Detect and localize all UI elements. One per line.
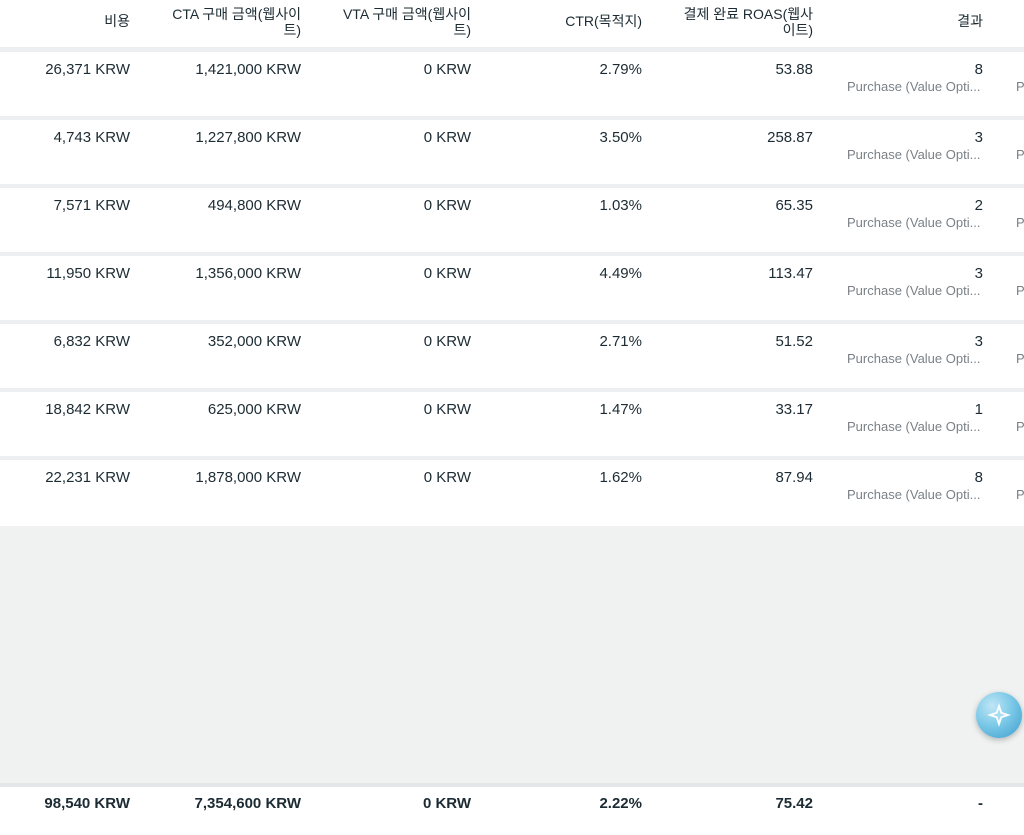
cell-roas: 113.47 — [768, 265, 813, 282]
assistant-button[interactable] — [976, 692, 1022, 738]
total-ctr: 2.22% — [599, 795, 642, 812]
cell-results-type: Purchase (Value Opti... — [847, 147, 981, 162]
column-header-vta-purchase[interactable]: VTA 구매 금액(웹사이 트) — [343, 6, 471, 38]
cell-results: 3 — [974, 333, 983, 350]
table-row[interactable]: 7,571 KRW 494,800 KRW 0 KRW 1.03% 65.35 … — [0, 188, 1024, 252]
cell-ctr: 2.79% — [599, 61, 642, 78]
total-cost: 98,540 KRW — [44, 795, 130, 812]
column-header-roas-line1: 결제 완료 ROAS(웹사 — [683, 6, 813, 22]
cell-ctr: 1.03% — [599, 197, 642, 214]
cell-cta-purchase: 1,227,800 KRW — [195, 129, 301, 146]
column-header-vta-line2: 트) — [453, 22, 471, 38]
cell-clipped: P — [1016, 147, 1024, 162]
total-results: - — [978, 795, 983, 812]
cell-ctr: 2.71% — [599, 333, 642, 350]
cell-results-type: Purchase (Value Opti... — [847, 351, 981, 366]
row-divider — [0, 184, 1024, 188]
column-header-results[interactable]: 결과 — [957, 13, 983, 29]
table-row[interactable]: 11,950 KRW 1,356,000 KRW 0 KRW 4.49% 113… — [0, 256, 1024, 320]
column-header-vta-line1: VTA 구매 금액(웹사이 — [342, 6, 471, 22]
cell-vta-purchase: 0 KRW — [423, 333, 471, 350]
cell-results: 8 — [974, 61, 983, 78]
cell-results-type: Purchase (Value Opti... — [847, 419, 981, 434]
cell-roas: 87.94 — [775, 469, 813, 486]
row-divider — [0, 320, 1024, 324]
cell-cta-purchase: 494,800 KRW — [207, 197, 301, 214]
column-header-roas[interactable]: 결제 완료 ROAS(웹사 이트) — [684, 6, 813, 38]
cell-vta-purchase: 0 KRW — [423, 265, 471, 282]
cell-clipped: P — [1016, 419, 1024, 434]
table-row[interactable]: 6,832 KRW 352,000 KRW 0 KRW 2.71% 51.52 … — [0, 324, 1024, 388]
cell-roas: 33.17 — [775, 401, 813, 418]
row-divider — [0, 456, 1024, 460]
column-header-roas-line2: 이트) — [782, 22, 813, 38]
footer-divider — [0, 783, 1024, 787]
cell-clipped: P — [1016, 215, 1024, 230]
cell-cost: 26,371 KRW — [45, 61, 130, 78]
cell-vta-purchase: 0 KRW — [423, 129, 471, 146]
cell-cta-purchase: 1,878,000 KRW — [195, 469, 301, 486]
cell-results: 2 — [974, 197, 983, 214]
empty-table-area — [0, 526, 1024, 783]
cell-cost: 18,842 KRW — [45, 401, 130, 418]
cell-ctr: 1.47% — [599, 401, 642, 418]
row-divider — [0, 388, 1024, 392]
cell-roas: 53.88 — [775, 61, 813, 78]
cell-cta-purchase: 1,421,000 KRW — [195, 61, 301, 78]
cell-vta-purchase: 0 KRW — [423, 401, 471, 418]
cell-vta-purchase: 0 KRW — [423, 197, 471, 214]
cell-ctr: 1.62% — [599, 469, 642, 486]
cell-clipped: P — [1016, 283, 1024, 298]
row-divider — [0, 252, 1024, 256]
table-row[interactable]: 4,743 KRW 1,227,800 KRW 0 KRW 3.50% 258.… — [0, 120, 1024, 184]
table-header: 비용 CTA 구매 금액(웹사이 트) VTA 구매 금액(웹사이 트) CTR… — [0, 0, 1024, 47]
cell-results-type: Purchase (Value Opti... — [847, 215, 981, 230]
total-vta-purchase: 0 KRW — [422, 795, 471, 812]
row-divider — [0, 116, 1024, 120]
cell-results-type: Purchase (Value Opti... — [847, 79, 981, 94]
total-roas: 75.42 — [775, 795, 813, 812]
cell-results-type: Purchase (Value Opti... — [847, 283, 981, 298]
totals-row: 98,540 KRW 7,354,600 KRW 0 KRW 2.22% 75.… — [0, 787, 1024, 835]
cell-cost: 7,571 KRW — [53, 197, 130, 214]
cell-clipped: P — [1016, 351, 1024, 366]
cell-cost: 6,832 KRW — [53, 333, 130, 350]
cell-roas: 51.52 — [775, 333, 813, 350]
cell-results: 3 — [974, 265, 983, 282]
column-header-cta-line1: CTA 구매 금액(웹사이 — [172, 6, 301, 22]
column-header-cost[interactable]: 비용 — [104, 13, 130, 29]
cell-vta-purchase: 0 KRW — [423, 469, 471, 486]
header-divider — [0, 47, 1024, 52]
column-header-cta-line2: 트) — [283, 22, 301, 38]
cell-cta-purchase: 352,000 KRW — [207, 333, 301, 350]
cell-vta-purchase: 0 KRW — [423, 61, 471, 78]
cell-clipped: P — [1016, 79, 1024, 94]
cell-roas: 258.87 — [767, 129, 813, 146]
sparkle-icon — [987, 703, 1011, 727]
cell-results-type: Purchase (Value Opti... — [847, 487, 981, 502]
cell-cost: 22,231 KRW — [45, 469, 130, 486]
total-cta-purchase: 7,354,600 KRW — [194, 795, 301, 812]
cell-results: 1 — [974, 401, 983, 418]
table-row[interactable]: 26,371 KRW 1,421,000 KRW 0 KRW 2.79% 53.… — [0, 52, 1024, 116]
cell-roas: 65.35 — [775, 197, 813, 214]
cell-ctr: 4.49% — [599, 265, 642, 282]
table-row[interactable]: 18,842 KRW 625,000 KRW 0 KRW 1.47% 33.17… — [0, 392, 1024, 456]
cell-results: 8 — [974, 469, 983, 486]
cell-clipped: P — [1016, 487, 1024, 502]
cell-results: 3 — [974, 129, 983, 146]
column-header-cta-purchase[interactable]: CTA 구매 금액(웹사이 트) — [172, 6, 301, 38]
cell-cta-purchase: 1,356,000 KRW — [195, 265, 301, 282]
cell-cta-purchase: 625,000 KRW — [207, 401, 301, 418]
column-header-ctr[interactable]: CTR(목적지) — [565, 13, 642, 29]
cell-cost: 4,743 KRW — [53, 129, 130, 146]
table-row[interactable]: 22,231 KRW 1,878,000 KRW 0 KRW 1.62% 87.… — [0, 460, 1024, 524]
cell-ctr: 3.50% — [599, 129, 642, 146]
cell-cost: 11,950 KRW — [46, 265, 130, 282]
